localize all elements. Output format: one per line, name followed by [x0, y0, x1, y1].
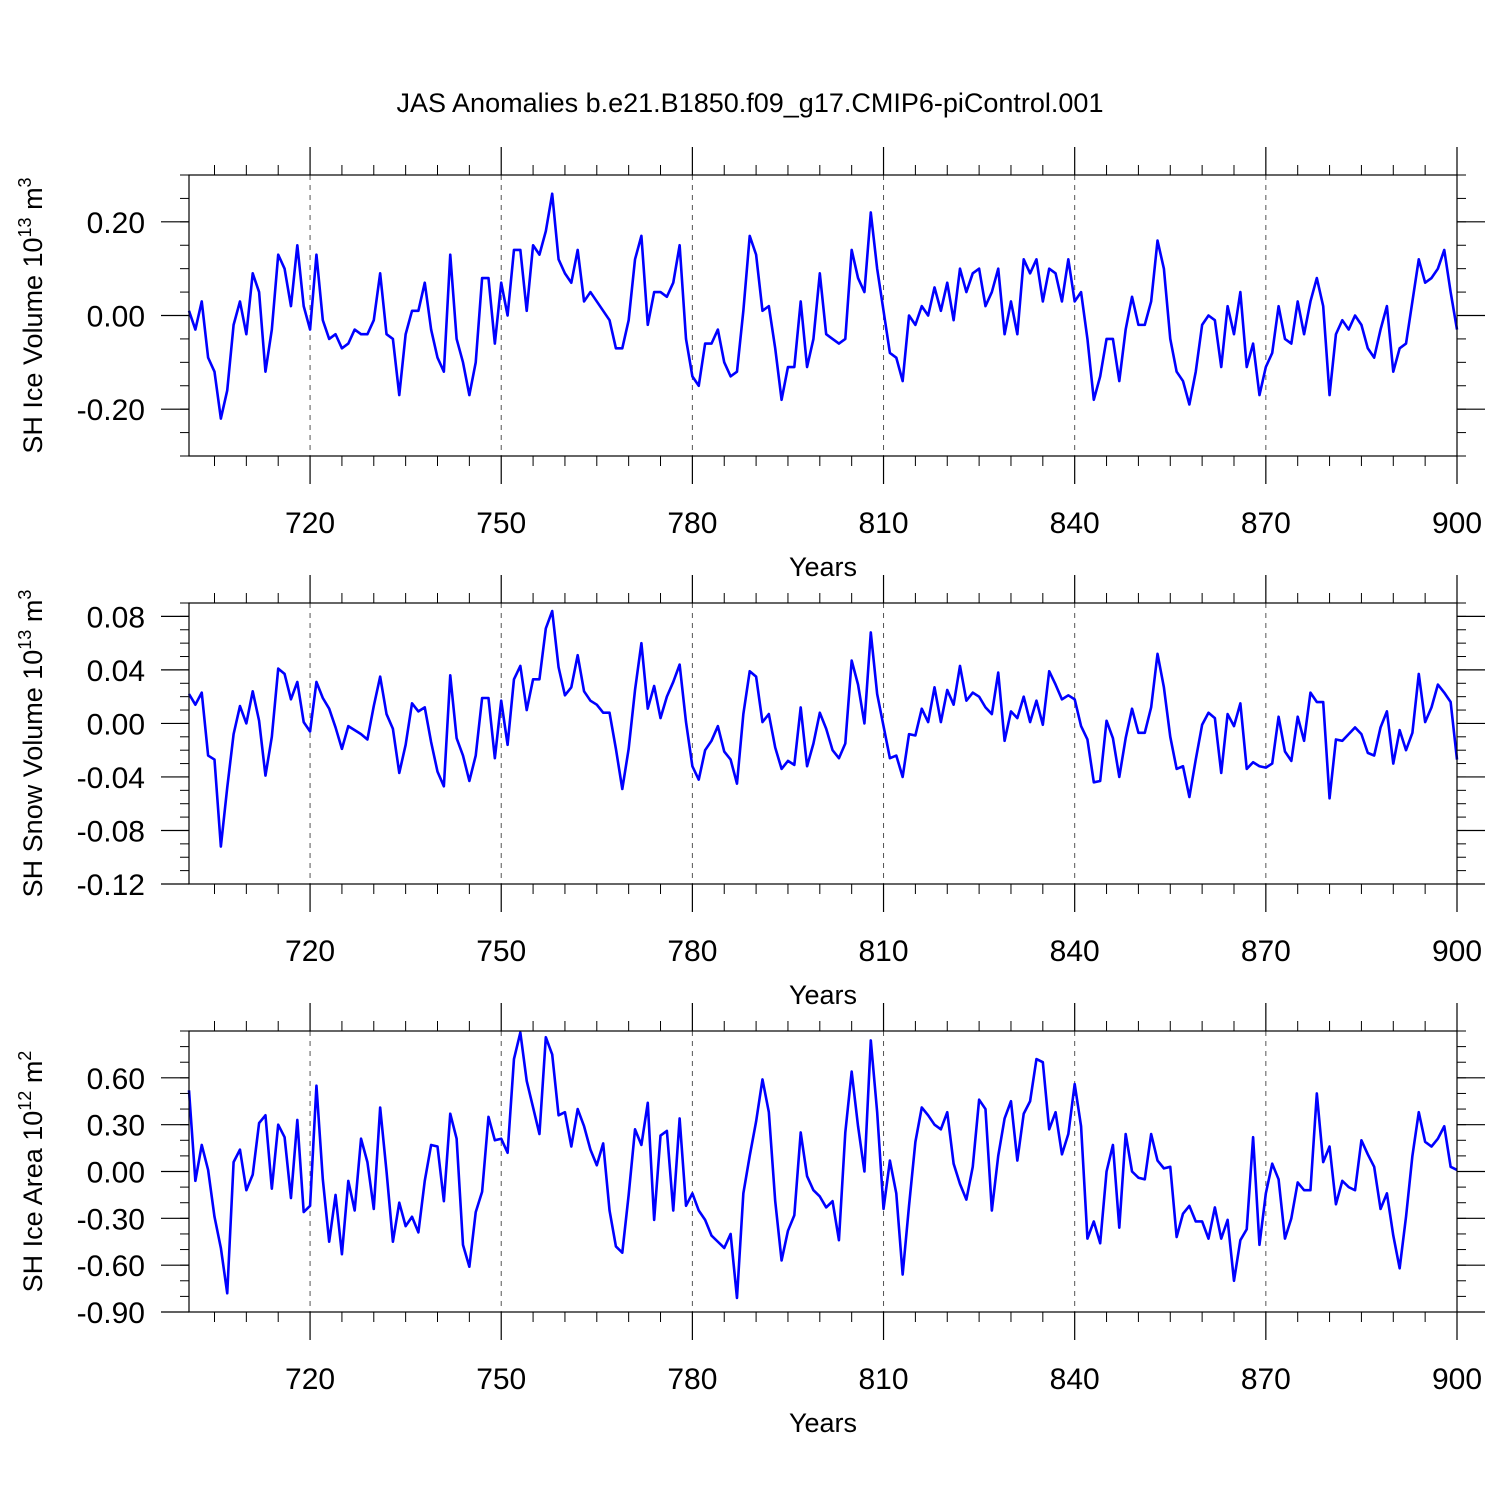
y-tick-label: 0.00	[87, 301, 145, 334]
y-axis-label: SH Ice Area 1012 m2	[15, 1051, 48, 1293]
y-tick-label: -0.20	[77, 394, 145, 427]
y-axis-label: SH Snow Volume 1013 m3	[15, 590, 48, 898]
y-tick-label: -0.30	[77, 1203, 145, 1236]
x-tick-label: 720	[285, 507, 335, 540]
y-axis-label-text: SH Ice Area 10	[18, 1111, 48, 1293]
y-axis-label-text: m	[18, 600, 48, 630]
y-tick-label: 0.00	[87, 1157, 145, 1190]
y-axis-label-text: m	[18, 187, 48, 217]
y-axis-label-superscript: 13	[15, 217, 35, 237]
x-tick-label: 780	[667, 1363, 717, 1396]
x-tick-label: 810	[859, 1363, 909, 1396]
y-axis-label-superscript: 13	[15, 630, 35, 650]
y-axis-label-text: SH Snow Volume 10	[18, 650, 48, 898]
x-tick-label: 840	[1050, 507, 1100, 540]
figure-title: JAS Anomalies b.e21.B1850.f09_g17.CMIP6-…	[397, 88, 1104, 118]
y-axis-label-superscript: 3	[15, 590, 35, 600]
y-tick-label: 0.30	[87, 1110, 145, 1143]
x-tick-label: 720	[285, 1363, 335, 1396]
x-tick-label: 900	[1432, 1363, 1482, 1396]
y-axis-label-text: SH Ice Volume 10	[18, 237, 48, 453]
series-line	[187, 1031, 1458, 1300]
panels-container: 0.20 0.00 -0.20 720 750 780 810 840 870 900 Years S…	[15, 147, 1485, 1438]
x-tick-label: 810	[859, 935, 909, 968]
y-tick-label: -0.60	[77, 1250, 145, 1283]
x-tick-label: 780	[667, 935, 717, 968]
y-tick-label: 0.08	[87, 601, 145, 634]
x-axis-label: Years	[789, 980, 857, 1010]
x-tick-label: 900	[1432, 935, 1482, 968]
x-tick-label: 840	[1050, 1363, 1100, 1396]
x-axis-label: Years	[789, 552, 857, 582]
x-tick-label: 840	[1050, 935, 1100, 968]
chart-panel-1: 0.20 0.00 -0.20 720 750 780 810 840 870 900 Years S…	[15, 147, 1485, 582]
y-tick-label: 0.60	[87, 1063, 145, 1096]
x-axis-label: Years	[789, 1408, 857, 1438]
x-tick-label: 750	[476, 1363, 526, 1396]
x-tick-label: 870	[1241, 935, 1291, 968]
y-tick-label: 0.04	[87, 655, 145, 688]
series-line	[187, 192, 1459, 420]
plot-frame	[188, 602, 1458, 885]
y-axis-label-superscript: 12	[15, 1091, 35, 1111]
y-tick-label: -0.08	[77, 815, 145, 848]
y-tick-label: -0.12	[77, 869, 145, 902]
series-line	[187, 609, 1459, 848]
x-tick-label: 870	[1241, 507, 1291, 540]
x-tick-label: 750	[476, 507, 526, 540]
y-tick-label: -0.04	[77, 762, 145, 795]
chart-panel-3: 0.60 0.30 0.00 -0.30 -0.60 -0.90 720 750 780 810 8…	[15, 1003, 1485, 1438]
y-tick-label: -0.90	[77, 1297, 145, 1330]
x-tick-label: 720	[285, 935, 335, 968]
y-tick-label: 0.00	[87, 708, 145, 741]
y-axis-label: SH Ice Volume 1013 m3	[15, 177, 48, 453]
x-tick-label: 750	[476, 935, 526, 968]
x-tick-label: 780	[667, 507, 717, 540]
x-tick-label: 870	[1241, 1363, 1291, 1396]
y-axis-label-superscript: 3	[15, 177, 35, 187]
x-tick-label: 900	[1432, 507, 1482, 540]
y-axis-label-text: m	[18, 1061, 48, 1091]
chart-panel-2: 0.08 0.04 0.00 -0.04 -0.08 -0.12 720 750 780 810 8…	[15, 575, 1485, 1010]
y-axis-label-superscript: 2	[15, 1051, 35, 1061]
x-tick-label: 810	[859, 507, 909, 540]
y-tick-label: 0.20	[87, 207, 145, 240]
